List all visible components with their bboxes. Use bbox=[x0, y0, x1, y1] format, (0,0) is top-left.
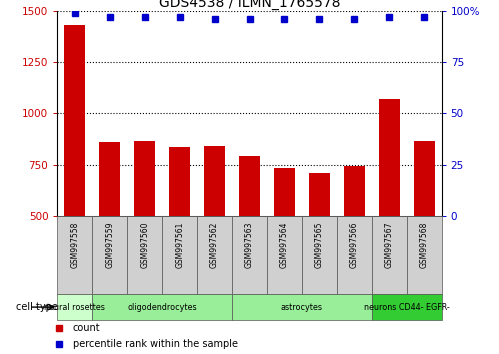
Text: GSM997567: GSM997567 bbox=[385, 221, 394, 268]
Bar bbox=[197, 216, 232, 294]
Text: astrocytes: astrocytes bbox=[281, 303, 323, 312]
Text: GSM997566: GSM997566 bbox=[350, 221, 359, 268]
Bar bbox=[309, 173, 330, 319]
Bar bbox=[239, 156, 260, 319]
Bar bbox=[92, 294, 232, 320]
Text: GSM997565: GSM997565 bbox=[315, 221, 324, 268]
Text: GSM997562: GSM997562 bbox=[210, 221, 219, 268]
Bar bbox=[414, 141, 435, 319]
Bar bbox=[99, 142, 120, 319]
Bar bbox=[372, 294, 442, 320]
Bar bbox=[127, 216, 162, 294]
Text: GSM997558: GSM997558 bbox=[70, 221, 79, 268]
Text: GSM997559: GSM997559 bbox=[105, 221, 114, 268]
Bar bbox=[372, 216, 407, 294]
Bar bbox=[232, 294, 372, 320]
Bar bbox=[344, 166, 365, 319]
Bar bbox=[134, 141, 155, 319]
Bar bbox=[232, 216, 267, 294]
Bar bbox=[57, 294, 92, 320]
Text: GSM997561: GSM997561 bbox=[175, 221, 184, 268]
Bar bbox=[169, 147, 190, 319]
Text: count: count bbox=[73, 323, 100, 333]
Bar bbox=[302, 216, 337, 294]
Bar bbox=[57, 216, 92, 294]
Text: oligodendrocytes: oligodendrocytes bbox=[127, 303, 197, 312]
Bar bbox=[337, 216, 372, 294]
Bar bbox=[407, 216, 442, 294]
Text: GSM997568: GSM997568 bbox=[420, 221, 429, 268]
Text: GSM997563: GSM997563 bbox=[245, 221, 254, 268]
Bar bbox=[64, 25, 85, 319]
Bar bbox=[92, 216, 127, 294]
Text: GSM997560: GSM997560 bbox=[140, 221, 149, 268]
Bar bbox=[379, 99, 400, 319]
Bar bbox=[267, 216, 302, 294]
Text: neural rosettes: neural rosettes bbox=[44, 303, 105, 312]
Text: GSM997564: GSM997564 bbox=[280, 221, 289, 268]
Text: percentile rank within the sample: percentile rank within the sample bbox=[73, 339, 238, 349]
Text: neurons CD44- EGFR-: neurons CD44- EGFR- bbox=[364, 303, 450, 312]
Text: cell type: cell type bbox=[15, 302, 57, 312]
Bar bbox=[274, 168, 295, 319]
Title: GDS4538 / ILMN_1765578: GDS4538 / ILMN_1765578 bbox=[159, 0, 340, 10]
Bar bbox=[162, 216, 197, 294]
Bar bbox=[204, 146, 225, 319]
